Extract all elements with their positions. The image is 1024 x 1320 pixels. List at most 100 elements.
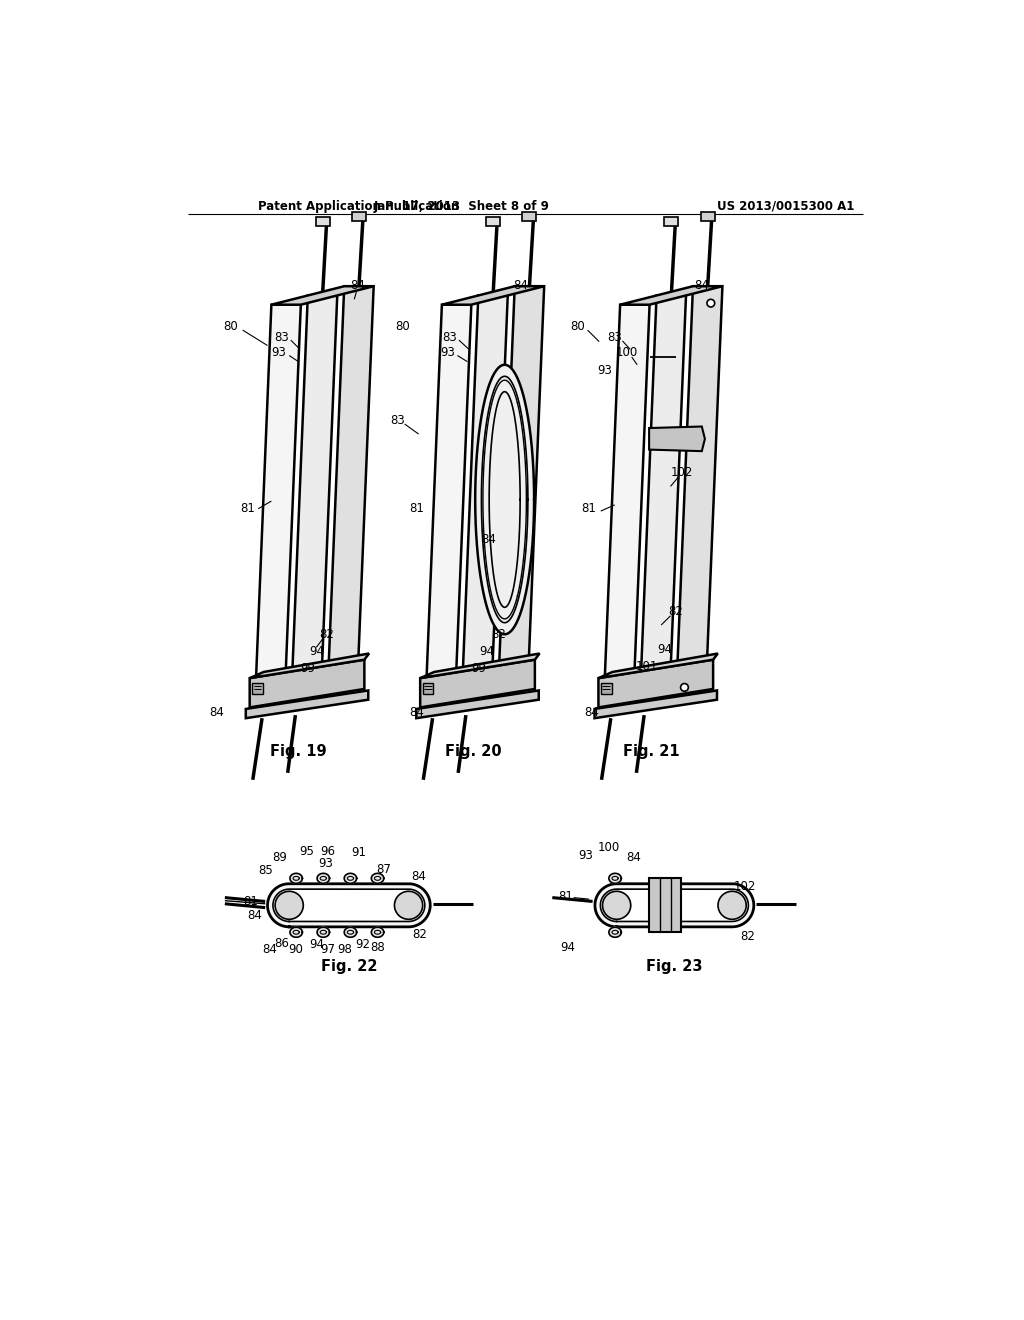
Polygon shape bbox=[344, 927, 356, 937]
Polygon shape bbox=[595, 884, 754, 927]
Text: 99: 99 bbox=[471, 661, 485, 675]
Text: 93: 93 bbox=[597, 363, 612, 376]
Polygon shape bbox=[290, 874, 302, 883]
Text: 84: 84 bbox=[247, 908, 262, 921]
Text: 84: 84 bbox=[350, 279, 365, 292]
Text: 100: 100 bbox=[615, 346, 638, 359]
Polygon shape bbox=[417, 690, 539, 718]
Text: 98: 98 bbox=[338, 944, 352, 957]
Text: 84: 84 bbox=[481, 533, 496, 546]
Polygon shape bbox=[641, 296, 686, 673]
Text: 83: 83 bbox=[607, 330, 622, 343]
Text: 90: 90 bbox=[288, 944, 303, 957]
Bar bbox=[486, 216, 500, 226]
Polygon shape bbox=[598, 660, 713, 708]
Text: 94: 94 bbox=[657, 643, 673, 656]
Polygon shape bbox=[463, 296, 508, 673]
Text: 84: 84 bbox=[584, 706, 599, 719]
Text: Fig. 19: Fig. 19 bbox=[270, 743, 327, 759]
Text: 80: 80 bbox=[395, 319, 411, 333]
Polygon shape bbox=[317, 927, 330, 937]
Polygon shape bbox=[372, 874, 384, 883]
Text: 97: 97 bbox=[321, 944, 336, 957]
Text: Fig. 20: Fig. 20 bbox=[444, 743, 501, 759]
Polygon shape bbox=[292, 296, 337, 673]
Text: 95: 95 bbox=[299, 845, 313, 858]
Polygon shape bbox=[420, 660, 535, 708]
Polygon shape bbox=[598, 653, 718, 678]
Text: 82: 82 bbox=[740, 929, 756, 942]
Bar bbox=[252, 682, 263, 693]
Polygon shape bbox=[420, 653, 540, 678]
Text: 82: 82 bbox=[492, 628, 506, 640]
Bar bbox=[522, 211, 537, 220]
Text: 102: 102 bbox=[734, 879, 756, 892]
Polygon shape bbox=[426, 305, 471, 682]
Text: 84: 84 bbox=[409, 706, 424, 719]
Bar bbox=[665, 216, 678, 226]
Text: Fig. 22: Fig. 22 bbox=[321, 960, 377, 974]
Text: 96: 96 bbox=[321, 845, 336, 858]
Polygon shape bbox=[290, 927, 302, 937]
Text: 93: 93 bbox=[440, 346, 455, 359]
Text: 89: 89 bbox=[272, 851, 288, 865]
Polygon shape bbox=[250, 653, 369, 678]
Polygon shape bbox=[609, 927, 622, 937]
Bar bbox=[352, 211, 366, 220]
Text: 80: 80 bbox=[570, 319, 585, 333]
Text: 99: 99 bbox=[300, 661, 315, 675]
Text: 91: 91 bbox=[351, 846, 367, 859]
Text: 93: 93 bbox=[318, 857, 333, 870]
Text: 81: 81 bbox=[243, 895, 258, 908]
Text: 84: 84 bbox=[626, 851, 641, 865]
Polygon shape bbox=[442, 286, 544, 305]
Circle shape bbox=[394, 891, 423, 919]
Text: 84: 84 bbox=[412, 870, 426, 883]
Circle shape bbox=[681, 684, 688, 692]
Text: 84: 84 bbox=[513, 279, 528, 292]
Text: 81: 81 bbox=[241, 502, 256, 515]
Polygon shape bbox=[600, 890, 749, 921]
Text: 84: 84 bbox=[694, 279, 709, 292]
Text: 81: 81 bbox=[582, 502, 597, 515]
Text: 85: 85 bbox=[258, 865, 272, 878]
Polygon shape bbox=[500, 286, 544, 664]
Polygon shape bbox=[372, 927, 384, 937]
Polygon shape bbox=[273, 890, 425, 921]
Text: 92: 92 bbox=[355, 939, 371, 952]
Polygon shape bbox=[250, 660, 365, 708]
Polygon shape bbox=[475, 364, 535, 634]
Bar bbox=[700, 211, 715, 220]
Text: 94: 94 bbox=[560, 941, 574, 954]
Polygon shape bbox=[271, 286, 374, 305]
Circle shape bbox=[602, 891, 631, 919]
Text: 81: 81 bbox=[409, 502, 424, 515]
Polygon shape bbox=[329, 286, 374, 664]
Text: 84: 84 bbox=[262, 944, 278, 957]
Text: 94: 94 bbox=[309, 644, 324, 657]
Text: 102: 102 bbox=[671, 466, 693, 479]
Text: 93: 93 bbox=[271, 346, 287, 359]
Polygon shape bbox=[609, 874, 622, 883]
Bar bbox=[601, 682, 611, 693]
Text: 81: 81 bbox=[558, 890, 573, 903]
Polygon shape bbox=[256, 305, 301, 682]
Text: 94: 94 bbox=[479, 644, 495, 657]
Polygon shape bbox=[317, 874, 330, 883]
Polygon shape bbox=[344, 874, 356, 883]
Text: 83: 83 bbox=[274, 330, 289, 343]
Text: 88: 88 bbox=[370, 941, 385, 954]
Text: 82: 82 bbox=[412, 928, 427, 941]
Text: Patent Application Publication: Patent Application Publication bbox=[258, 199, 460, 213]
Polygon shape bbox=[649, 426, 705, 451]
Circle shape bbox=[707, 300, 715, 308]
Text: 83: 83 bbox=[442, 330, 457, 343]
Polygon shape bbox=[267, 884, 430, 927]
Polygon shape bbox=[678, 286, 722, 664]
Text: 93: 93 bbox=[578, 849, 593, 862]
Text: 82: 82 bbox=[669, 605, 683, 618]
Text: 84: 84 bbox=[210, 706, 224, 719]
Text: Fig. 21: Fig. 21 bbox=[623, 743, 680, 759]
Text: 83: 83 bbox=[390, 413, 406, 426]
Polygon shape bbox=[595, 690, 717, 718]
